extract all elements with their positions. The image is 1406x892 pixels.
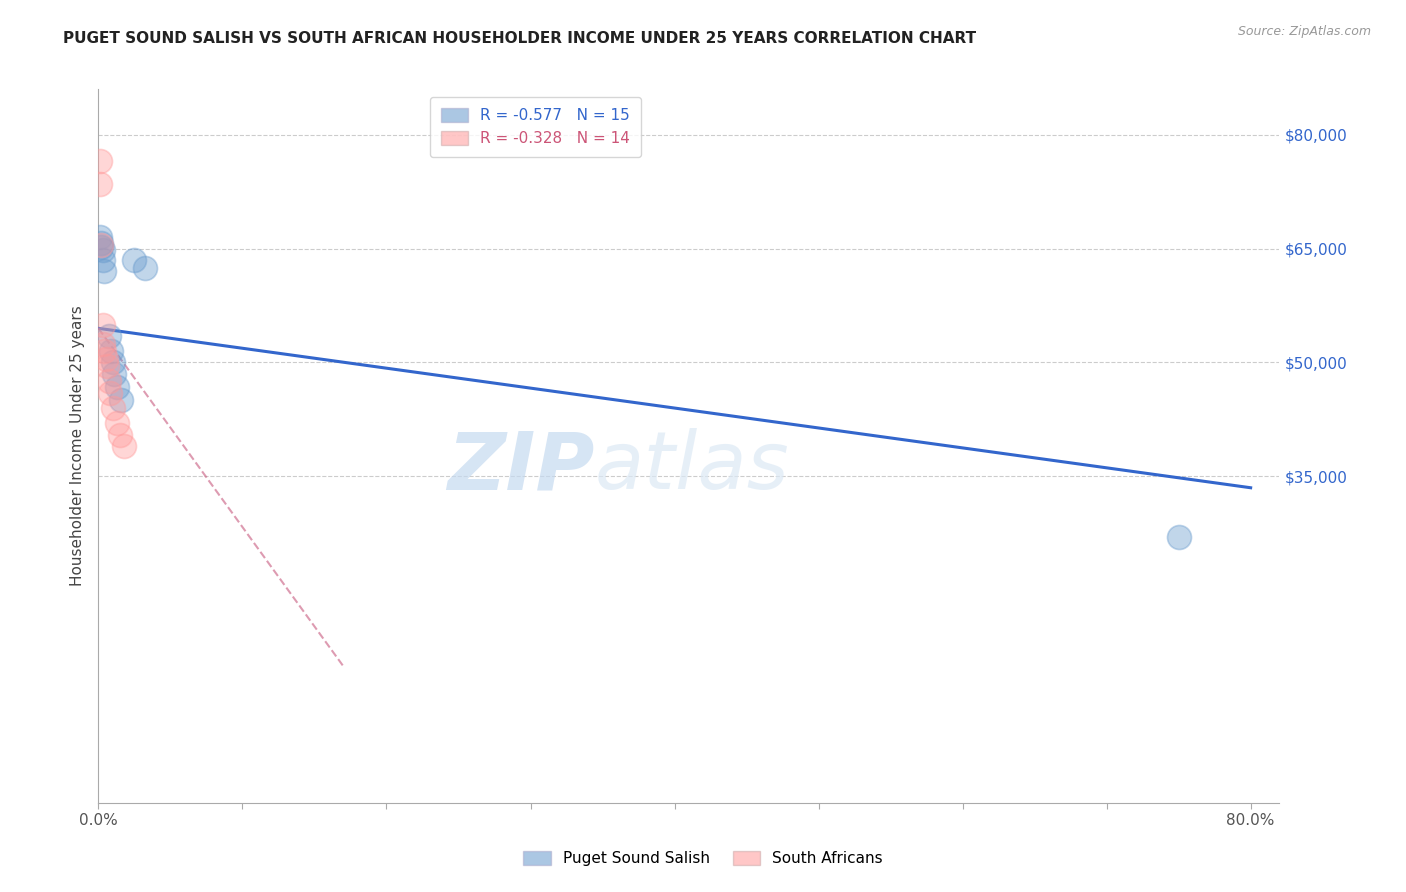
Point [91, 336, 114, 351]
Point [103, 367, 125, 381]
Text: Source: ZipAtlas.com: Source: ZipAtlas.com [1237, 25, 1371, 38]
Point [93, 264, 115, 278]
Point [100, 344, 122, 359]
Point [91, 243, 114, 257]
Point [105, 416, 128, 430]
Point [89, 177, 111, 191]
Point [101, 401, 124, 415]
Point [108, 427, 131, 442]
Point [96, 359, 118, 374]
Y-axis label: Householder Income Under 25 years: Householder Income Under 25 years [69, 306, 84, 586]
Point [90, 235, 112, 250]
Point [101, 355, 124, 369]
Point [97, 329, 120, 343]
Point [91, 318, 114, 332]
Legend: Puget Sound Salish, South Africans: Puget Sound Salish, South Africans [513, 841, 893, 875]
Text: PUGET SOUND SALISH VS SOUTH AFRICAN HOUSEHOLDER INCOME UNDER 25 YEARS CORRELATIO: PUGET SOUND SALISH VS SOUTH AFRICAN HOUS… [63, 31, 976, 46]
Point [91, 252, 114, 267]
Point [93, 344, 115, 359]
Point [97, 375, 120, 389]
Point [90, 240, 112, 254]
Point [134, 260, 156, 275]
Point [110, 393, 132, 408]
Legend: R = -0.577   N = 15, R = -0.328   N = 14: R = -0.577 N = 15, R = -0.328 N = 14 [430, 97, 641, 157]
Point [94, 351, 117, 366]
Point [1167, 530, 1189, 544]
Point [89, 230, 111, 244]
Point [90, 237, 112, 252]
Point [112, 439, 135, 453]
Point [89, 154, 111, 169]
Point [98, 385, 121, 400]
Point [105, 380, 128, 394]
Text: atlas: atlas [595, 428, 789, 507]
Point [124, 252, 146, 267]
Text: ZIP: ZIP [447, 428, 595, 507]
